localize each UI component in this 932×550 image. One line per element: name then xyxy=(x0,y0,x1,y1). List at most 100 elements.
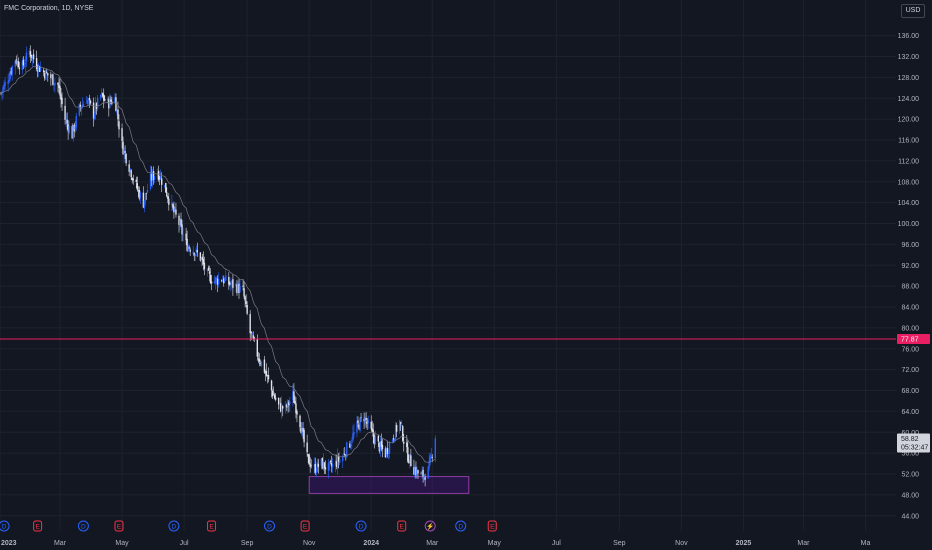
candle-body xyxy=(230,284,232,286)
candle-body xyxy=(257,358,260,360)
candle-body xyxy=(249,314,251,334)
candle-body xyxy=(352,433,354,441)
candle-body xyxy=(130,170,132,178)
candle-body xyxy=(278,402,281,404)
candle-body xyxy=(413,467,415,475)
candle-body xyxy=(360,417,362,418)
candle-body xyxy=(9,73,11,80)
event-marker-dividend-icon: D xyxy=(0,520,10,532)
candle-body xyxy=(372,429,374,437)
candle-body xyxy=(52,74,54,85)
candle-body xyxy=(402,426,404,441)
candle-body xyxy=(132,178,134,181)
candle-body xyxy=(366,421,368,424)
event-marker-earnings-icon: E xyxy=(33,520,43,532)
event-marker-dividend-icon: D xyxy=(264,520,276,532)
event-marker-split-icon: ⚡ xyxy=(424,520,436,532)
candle-body xyxy=(178,215,180,225)
candle-body xyxy=(228,277,230,285)
candle-body xyxy=(285,404,287,408)
event-marker-dividend-icon: D xyxy=(355,520,367,532)
candle-body xyxy=(377,435,380,442)
candle-body xyxy=(409,453,411,462)
candle-body xyxy=(310,465,312,467)
candle-body xyxy=(424,477,426,480)
candle-body xyxy=(245,301,247,304)
time-axis[interactable]: 2023 Mar May Jul Sep Nov 2024 Mar May Jul Sep Nov 20… xyxy=(1,540,870,547)
candle-body xyxy=(387,452,390,454)
last-price-tag xyxy=(897,433,930,453)
candle-body xyxy=(185,233,187,241)
candle-body xyxy=(123,149,125,155)
candle-body xyxy=(287,400,289,407)
candle-body xyxy=(125,154,127,164)
price-tick-label: 92.00 xyxy=(901,263,919,270)
candle-body xyxy=(317,463,320,467)
candle-body xyxy=(71,125,73,139)
candle-body xyxy=(25,52,28,62)
candle-body xyxy=(149,173,152,189)
candle-body xyxy=(229,282,231,285)
candle-body xyxy=(215,278,218,280)
candle-body xyxy=(398,420,401,432)
candle-body xyxy=(165,182,167,193)
candle-body xyxy=(207,267,210,271)
candle-body xyxy=(282,406,284,409)
candle-body xyxy=(406,442,408,448)
time-tick-label: Ma xyxy=(861,540,871,547)
price-axis[interactable]: 136.00 132.00 128.00 124.00 120.00 116.00 112.… xyxy=(898,33,920,520)
event-marker-label: E xyxy=(209,523,214,530)
candle-body xyxy=(392,438,395,440)
candle-body xyxy=(3,84,5,90)
candle-body xyxy=(431,457,433,459)
candle-body xyxy=(45,70,47,80)
candle-body xyxy=(393,439,396,441)
event-marker-label: D xyxy=(458,523,463,530)
support-zone-rectangle[interactable] xyxy=(308,476,470,494)
candle-body xyxy=(14,60,16,68)
candle-body xyxy=(344,454,346,455)
candle-body xyxy=(146,190,149,193)
candle-body xyxy=(264,371,267,373)
candle-body xyxy=(152,171,155,180)
candle-body xyxy=(8,79,10,82)
candle-body xyxy=(35,58,38,70)
candle-body xyxy=(114,97,116,104)
candle-body xyxy=(2,87,4,92)
candle-body xyxy=(359,417,361,431)
price-tick-label: 132.00 xyxy=(898,54,920,61)
candle-body xyxy=(330,463,333,467)
time-tick-label: Nov xyxy=(675,540,688,547)
candle-body xyxy=(104,99,106,101)
candle-body xyxy=(142,192,145,208)
price-tick-label: 136.00 xyxy=(898,33,920,40)
candle-body xyxy=(96,97,99,109)
candle-body xyxy=(186,239,188,251)
candle-body xyxy=(122,141,124,155)
candle-body xyxy=(358,424,360,430)
price-tick-label: 88.00 xyxy=(901,284,919,291)
candle-body xyxy=(427,466,429,479)
candle-body xyxy=(346,442,348,458)
candle-body xyxy=(385,448,388,456)
candle-body xyxy=(65,119,67,121)
candle-body xyxy=(395,425,398,432)
candle-body xyxy=(80,107,83,110)
candle-body xyxy=(29,51,32,57)
currency-button[interactable]: USD xyxy=(901,4,925,18)
candle-body xyxy=(306,442,308,453)
candle-body xyxy=(136,183,138,190)
price-tick-label: 84.00 xyxy=(901,305,919,312)
candle-body xyxy=(51,75,53,78)
candle-body xyxy=(380,441,383,447)
event-marker-earnings-icon: E xyxy=(397,520,407,532)
candle-body xyxy=(202,258,205,265)
candle-body xyxy=(88,97,91,101)
event-marker-label: D xyxy=(267,523,272,530)
candle-body xyxy=(108,99,110,109)
candle-body xyxy=(189,249,191,252)
candle-body xyxy=(129,168,131,170)
candle-body xyxy=(277,397,280,405)
candle-body xyxy=(231,280,233,284)
